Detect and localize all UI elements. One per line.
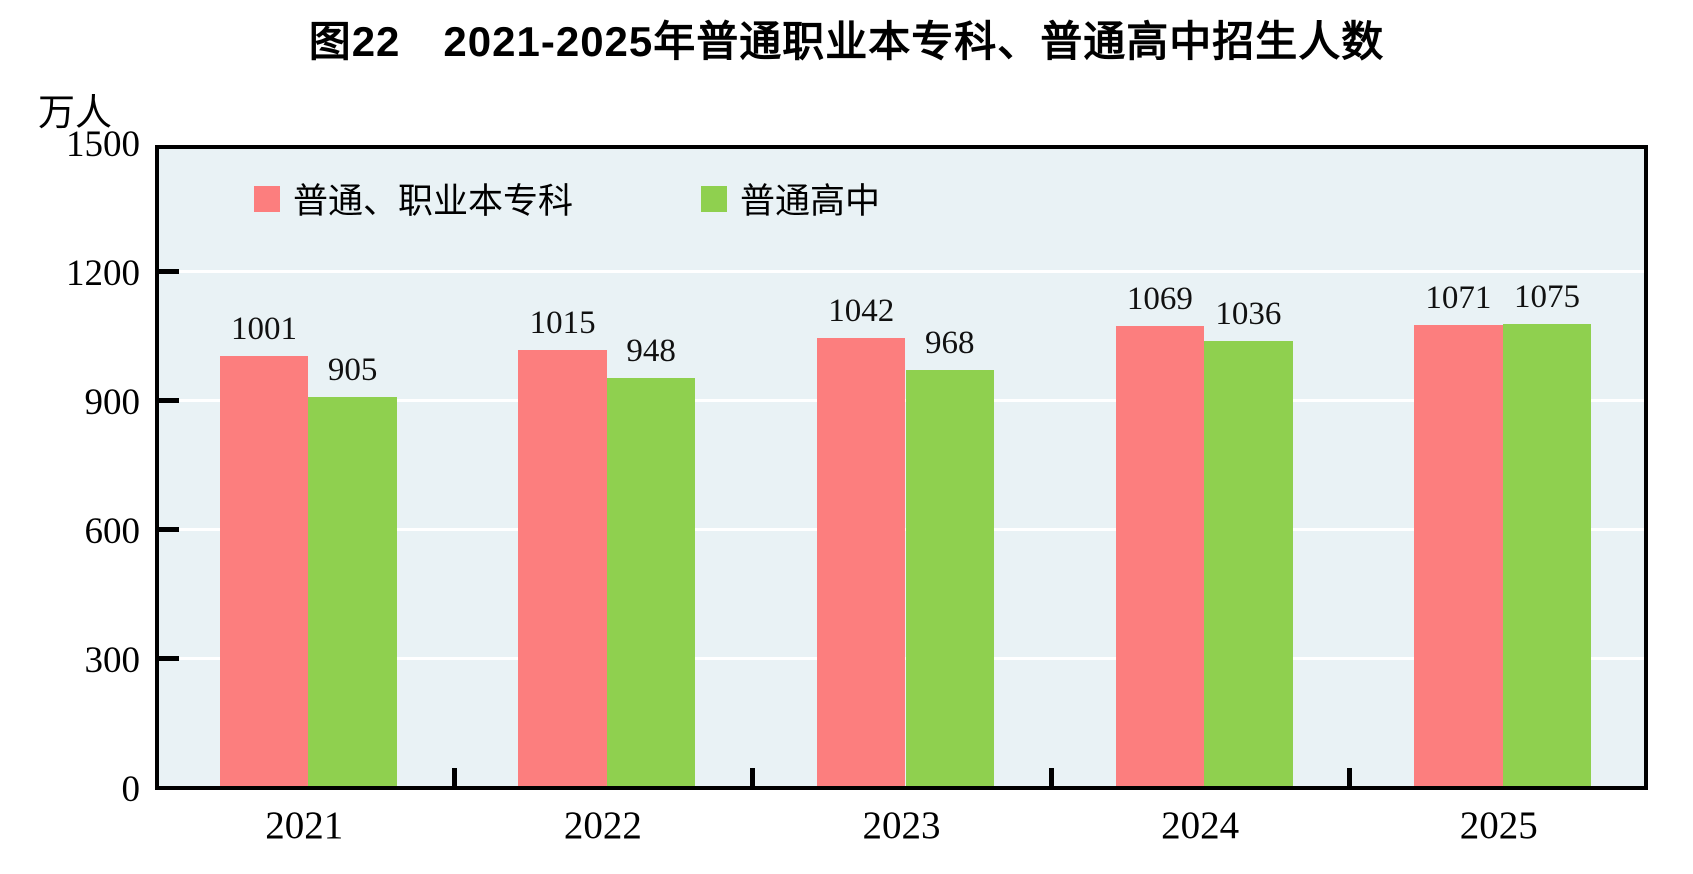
- bar-benzhuanke-2024: [1115, 326, 1205, 786]
- legend-swatch-green: [701, 185, 728, 212]
- value-label-gaozhong-2022: 948: [626, 333, 676, 370]
- legend-label-gaozhong: 普通高中: [740, 182, 881, 221]
- legend-item-gaozhong: 普通高中: [701, 173, 880, 224]
- plot-area: 普通、职业本专科 普通高中 1001 905 1015 948 1042 968 1069 1…: [155, 145, 1648, 790]
- y-axis-label-900: 900: [84, 382, 141, 423]
- legend: 普通、职业本专科 普通高中: [254, 173, 880, 224]
- bar-gaozhong-2025: [1502, 323, 1592, 786]
- y-tick-900: [159, 398, 179, 403]
- y-tick-300: [159, 656, 179, 661]
- bar-gaozhong-2024: [1204, 340, 1293, 786]
- value-label-benzhuanke-2024: 1069: [1126, 281, 1193, 318]
- gridline-1200: [159, 270, 1644, 273]
- chart-title: 图22 2021-2025年普通职业本专科、普通高中招生人数: [308, 18, 1385, 65]
- y-axis-label-1200: 1200: [66, 253, 140, 294]
- y-tick-1200: [159, 269, 179, 274]
- bar-benzhuanke-2023: [816, 337, 906, 786]
- y-axis-unit-label: 万人: [38, 93, 112, 134]
- x-tick-boundary-1: [451, 768, 457, 786]
- value-label-gaozhong-2025: 1075: [1513, 278, 1580, 315]
- y-axis-label-0: 0: [121, 769, 141, 810]
- legend-swatch-red: [254, 185, 280, 212]
- y-tick-600: [159, 527, 179, 532]
- x-tick-boundary-3: [1048, 768, 1054, 786]
- x-axis-label-2024: 2024: [1161, 804, 1240, 847]
- bar-gaozhong-2022: [606, 378, 696, 786]
- value-label-benzhuanke-2021: 1001: [231, 310, 298, 347]
- x-axis-label-2023: 2023: [862, 804, 941, 847]
- legend-item-benzhuanke: 普通、职业本专科: [254, 173, 573, 224]
- x-axis-label-2025: 2025: [1459, 804, 1538, 847]
- x-tick-boundary-4: [1347, 768, 1353, 786]
- legend-label-benzhuanke: 普通、职业本专科: [293, 182, 574, 221]
- bar-gaozhong-2023: [905, 369, 995, 786]
- value-label-benzhuanke-2025: 1071: [1425, 280, 1492, 317]
- value-label-benzhuanke-2023: 1042: [828, 292, 895, 329]
- value-label-gaozhong-2023: 968: [925, 324, 975, 361]
- value-label-benzhuanke-2022: 1015: [529, 304, 596, 341]
- y-axis-label-600: 600: [84, 511, 141, 552]
- x-axis-label-2022: 2022: [563, 804, 642, 847]
- value-label-gaozhong-2024: 1036: [1215, 295, 1282, 332]
- y-axis-label-1500: 1500: [66, 124, 140, 165]
- bar-benzhuanke-2022: [518, 349, 607, 786]
- value-label-gaozhong-2021: 905: [327, 351, 378, 388]
- bar-benzhuanke-2021: [219, 355, 309, 786]
- bar-benzhuanke-2025: [1414, 325, 1503, 786]
- x-tick-boundary-2: [750, 768, 756, 786]
- x-axis-label-2021: 2021: [265, 804, 344, 847]
- bar-gaozhong-2021: [308, 396, 397, 786]
- y-axis-label-300: 300: [84, 640, 141, 681]
